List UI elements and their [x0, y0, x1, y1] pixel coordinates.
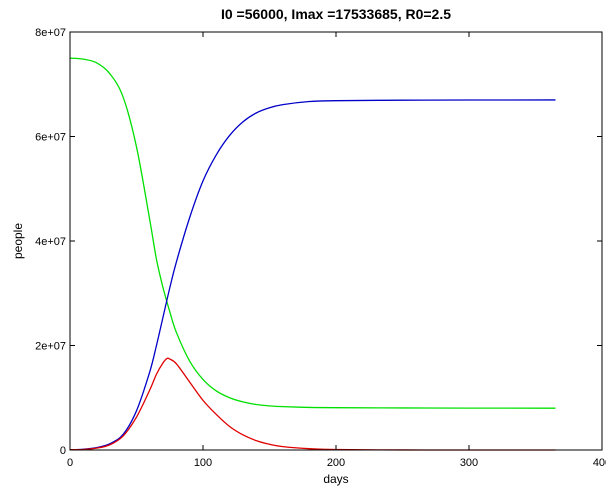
x-tick-label: 100: [194, 457, 212, 469]
plot-lines: [69, 57, 556, 451]
y-tick-label: 2e+07: [35, 341, 66, 353]
chart-title: I0 =56000, Imax =17533685, R0=2.5: [221, 6, 451, 22]
y-tick-label: 6e+07: [35, 132, 66, 144]
y-tick-label: 4e+07: [35, 236, 66, 248]
x-tick-label: 200: [327, 457, 345, 469]
y-tick-label: 0: [60, 445, 66, 457]
x-tick-label: 0: [67, 457, 73, 469]
x-axis-label: days: [323, 472, 348, 486]
y-axis-label: people: [11, 223, 25, 259]
x-tick-label: 300: [460, 457, 478, 469]
y-tick-label: 8e+07: [35, 27, 66, 39]
series-line-0: [69, 57, 556, 409]
x-axis: 0 100 200 300 400: [67, 32, 606, 469]
series-line-2: [69, 357, 556, 451]
y-axis: 0 2e+07 4e+07 6e+07 8e+07: [35, 27, 602, 457]
series-line-1: [69, 99, 556, 451]
x-tick-label: 400: [593, 457, 606, 469]
